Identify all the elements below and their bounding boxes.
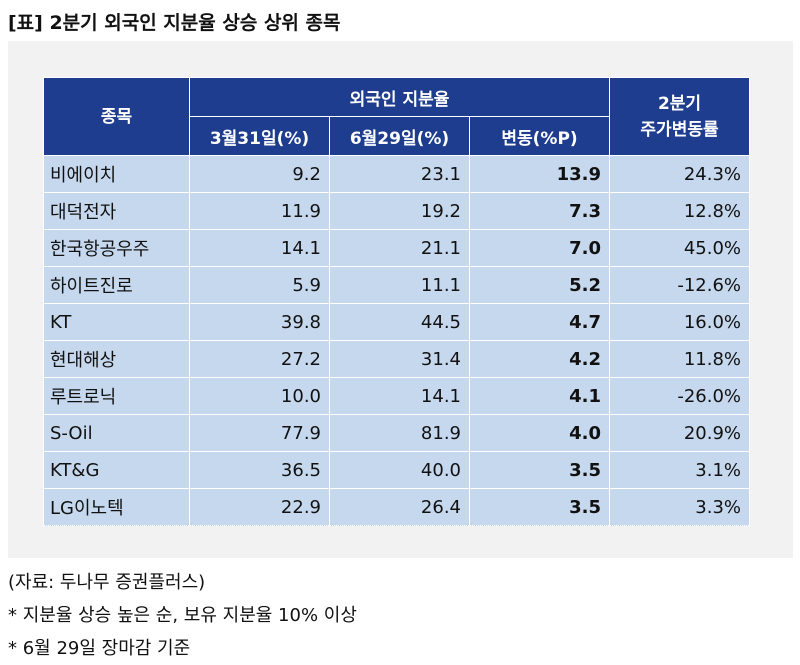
stock-name: KT&G xyxy=(43,451,190,489)
table-row: LG이노텍 22.9 26.4 3.5 3.3% xyxy=(43,488,751,526)
jun29-value: 23.1 xyxy=(329,155,470,193)
price-change-value: 20.9% xyxy=(609,414,751,452)
stock-name: S-Oil xyxy=(43,414,190,452)
stock-name: 하이트진로 xyxy=(43,266,190,304)
table-row: 한국항공우주 14.1 21.1 7.0 45.0% xyxy=(43,229,751,267)
price-change-value: 3.1% xyxy=(609,451,751,489)
jun29-value: 40.0 xyxy=(329,451,470,489)
mar31-value: 14.1 xyxy=(189,229,330,267)
foreign-ownership-table: 종목 외국인 지분율 2분기 주가변동률 3월31일(%) 6월29일(%) 변… xyxy=(43,77,751,526)
source-note: (자료: 두나무 증권플러스) xyxy=(8,572,206,593)
stock-name: 한국항공우주 xyxy=(43,229,190,267)
mar31-value: 9.2 xyxy=(189,155,330,193)
price-change-value: 12.8% xyxy=(609,192,751,230)
price-change-value: 24.3% xyxy=(609,155,751,193)
table-row: 루트로닉 10.0 14.1 4.1 -26.0% xyxy=(43,377,751,415)
jun29-value: 31.4 xyxy=(329,340,470,378)
stock-name: 비에이치 xyxy=(43,155,190,193)
footnotes: (자료: 두나무 증권플러스) * 지분율 상승 높은 순, 보유 지분율 10… xyxy=(8,566,357,665)
jun29-value: 11.1 xyxy=(329,266,470,304)
stock-name: KT xyxy=(43,303,190,341)
mar31-value: 5.9 xyxy=(189,266,330,304)
mar31-value: 11.9 xyxy=(189,192,330,230)
price-change-value: 11.8% xyxy=(609,340,751,378)
change-value: 7.3 xyxy=(468,192,611,230)
jun29-value: 44.5 xyxy=(329,303,470,341)
jun29-value: 21.1 xyxy=(329,229,470,267)
jun29-value: 81.9 xyxy=(329,414,470,452)
change-value: 4.0 xyxy=(468,414,611,452)
header-mar31: 3월31일(%) xyxy=(189,116,330,156)
stock-name: 현대해상 xyxy=(43,340,190,378)
criteria-note: * 지분율 상승 높은 순, 보유 지분율 10% 이상 xyxy=(8,605,357,626)
change-value: 4.2 xyxy=(468,340,611,378)
jun29-value: 14.1 xyxy=(329,377,470,415)
header-price-line2: 주가변동률 xyxy=(640,119,719,140)
table-row: S-Oil 77.9 81.9 4.0 20.9% xyxy=(43,414,751,452)
table-row: 현대해상 27.2 31.4 4.2 11.8% xyxy=(43,340,751,378)
table-row: 비에이치 9.2 23.1 13.9 24.3% xyxy=(43,155,751,193)
date-note: * 6월 29일 장마감 기준 xyxy=(8,638,191,659)
mar31-value: 10.0 xyxy=(189,377,330,415)
change-value: 4.1 xyxy=(468,377,611,415)
price-change-value: 3.3% xyxy=(609,488,751,526)
jun29-value: 26.4 xyxy=(329,488,470,526)
change-value: 3.5 xyxy=(468,488,611,526)
mar31-value: 39.8 xyxy=(189,303,330,341)
table-row: KT&G 36.5 40.0 3.5 3.1% xyxy=(43,451,751,489)
mar31-value: 22.9 xyxy=(189,488,330,526)
header-jun29: 6월29일(%) xyxy=(329,116,470,156)
change-value: 4.7 xyxy=(468,303,611,341)
mar31-value: 27.2 xyxy=(189,340,330,378)
change-value: 5.2 xyxy=(468,266,611,304)
stock-name: 대덕전자 xyxy=(43,192,190,230)
stock-name: LG이노텍 xyxy=(43,488,190,526)
stock-name: 루트로닉 xyxy=(43,377,190,415)
change-value: 13.9 xyxy=(468,155,611,193)
change-value: 7.0 xyxy=(468,229,611,267)
header-price-line1: 2분기 xyxy=(657,93,702,114)
price-change-value: -12.6% xyxy=(609,266,751,304)
header-stock: 종목 xyxy=(43,77,190,156)
jun29-value: 19.2 xyxy=(329,192,470,230)
table-title: [표] 2분기 외국인 지분율 상승 상위 종목 xyxy=(8,12,341,34)
table-row: 대덕전자 11.9 19.2 7.3 12.8% xyxy=(43,192,751,230)
header-change: 변동(%P) xyxy=(468,116,611,156)
price-change-value: -26.0% xyxy=(609,377,751,415)
change-value: 3.5 xyxy=(468,451,611,489)
price-change-value: 45.0% xyxy=(609,229,751,267)
header-price-change: 2분기 주가변동률 xyxy=(609,77,751,156)
mar31-value: 36.5 xyxy=(189,451,330,489)
table-row: 하이트진로 5.9 11.1 5.2 -12.6% xyxy=(43,266,751,304)
mar31-value: 77.9 xyxy=(189,414,330,452)
table-row: KT 39.8 44.5 4.7 16.0% xyxy=(43,303,751,341)
header-foreign-ownership: 외국인 지분율 xyxy=(188,77,611,117)
price-change-value: 16.0% xyxy=(609,303,751,341)
